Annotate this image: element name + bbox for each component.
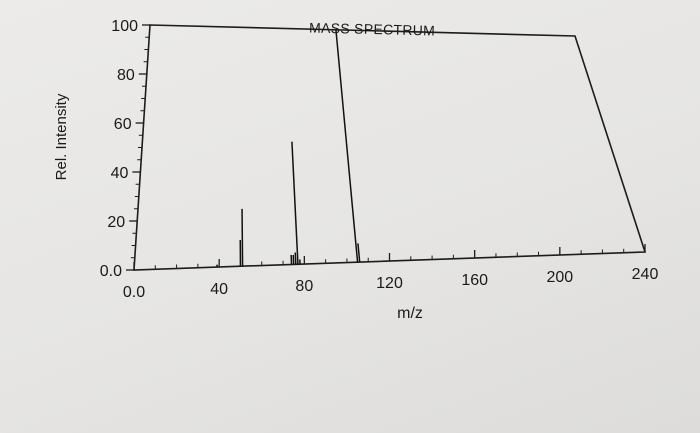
spectrum-peak <box>335 29 359 263</box>
x-axis-label: m/z <box>397 305 423 322</box>
x-tick-label: 0.0 <box>123 284 145 301</box>
x-tick-label: 80 <box>295 278 313 295</box>
x-tick-label: 200 <box>546 269 573 286</box>
x-tick-label: 40 <box>210 281 228 298</box>
spectrum-peaks <box>216 29 361 268</box>
y-axis-label: Rel. Intensity <box>53 93 70 180</box>
y-tick-label: 20 <box>107 214 125 231</box>
y-tick-label: 40 <box>111 165 129 182</box>
y-axis-ticks: 0.0 20 40 60 80 100 <box>100 18 150 280</box>
y-tick-label: 100 <box>111 18 138 35</box>
x-axis-ticks: 0.0 40 80 120 160 200 240 <box>123 244 659 301</box>
x-tick-label: 240 <box>632 266 659 283</box>
y-tick-label: 60 <box>114 116 132 133</box>
x-tick-label: 120 <box>376 275 403 292</box>
spectrum-peak <box>357 243 361 263</box>
y-tick-label: 0.0 <box>100 263 122 280</box>
x-tick-label: 160 <box>461 272 488 289</box>
plot-frame <box>133 24 647 271</box>
spectrum-peak <box>241 208 244 267</box>
chart-title: MASS SPECTRUM <box>309 19 435 38</box>
spectrum-peak <box>291 141 299 265</box>
spectrum-peak <box>294 252 297 265</box>
y-tick-label: 80 <box>117 67 135 84</box>
